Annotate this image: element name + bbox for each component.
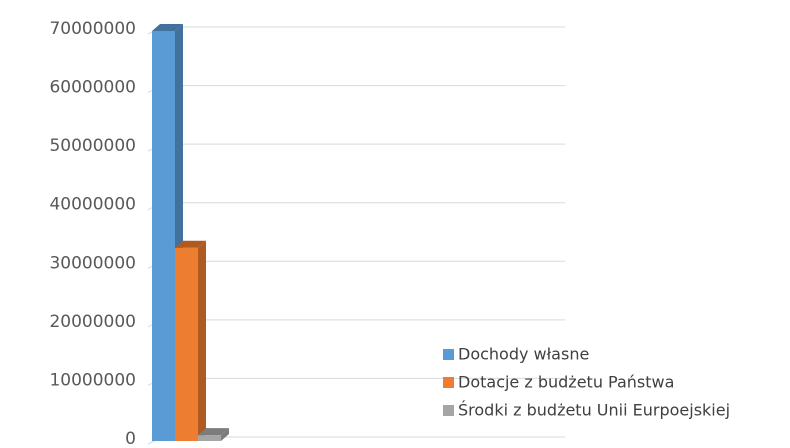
bar (152, 31, 175, 441)
y-tick-label: 50000000 (49, 136, 136, 156)
grid-line (147, 26, 565, 35)
bar-side (221, 428, 229, 441)
grid-line (147, 202, 565, 211)
y-tick-label: 40000000 (49, 195, 136, 215)
bar-top (198, 428, 229, 436)
bar-top (175, 240, 206, 248)
grid-line (147, 85, 565, 94)
y-tick-label: 70000000 (49, 19, 136, 39)
y-tick-label: 10000000 (49, 370, 136, 390)
legend-label: Dochody własne (458, 345, 589, 364)
legend-label: Dotacje z budżetu Państwa (458, 373, 674, 392)
legend-swatch (443, 377, 454, 388)
legend-swatch (443, 349, 454, 360)
legend-swatch (443, 405, 454, 416)
bar (175, 247, 198, 441)
grid-line (147, 319, 565, 328)
y-tick-label: 60000000 (49, 78, 136, 98)
legend-label: Środki z budżetu Unii Eurpoejskiej (458, 401, 730, 420)
y-tick-label: 0 (125, 429, 136, 448)
grid-line (147, 143, 565, 152)
bar-top (152, 24, 183, 31)
grid-line (147, 260, 565, 269)
y-tick-label: 20000000 (49, 312, 136, 332)
bar (198, 435, 221, 441)
legend: Dochody własne Dotacje z budżetu Państwa Ś… (443, 345, 730, 420)
y-tick-label: 30000000 (49, 253, 136, 273)
bar-side (198, 240, 206, 441)
